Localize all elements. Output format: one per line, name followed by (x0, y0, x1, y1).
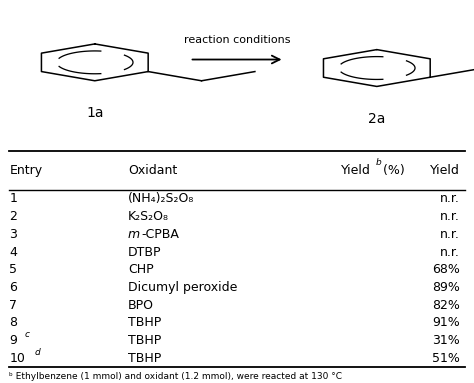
Text: 3: 3 (9, 228, 18, 241)
Text: 82%: 82% (432, 299, 460, 312)
Text: 68%: 68% (432, 263, 460, 276)
Text: Entry: Entry (9, 164, 43, 177)
Text: 1: 1 (9, 192, 18, 205)
Text: Oxidant: Oxidant (128, 164, 177, 177)
Text: BPO: BPO (128, 299, 154, 312)
Text: 6: 6 (9, 281, 18, 294)
Text: 8: 8 (9, 316, 18, 329)
Text: Yield: Yield (430, 164, 460, 177)
Text: 10: 10 (9, 352, 25, 365)
Text: reaction conditions: reaction conditions (184, 35, 290, 45)
Text: TBHP: TBHP (128, 334, 161, 347)
Text: n.r.: n.r. (440, 228, 460, 241)
Text: b: b (375, 158, 381, 167)
Text: 51%: 51% (432, 352, 460, 365)
Text: 9: 9 (9, 334, 18, 347)
Text: m: m (128, 228, 140, 241)
Text: Yield: Yield (341, 164, 371, 177)
Text: ᵇ Ethylbenzene (1 mmol) and oxidant (1.2 mmol), were reacted at 130 °C: ᵇ Ethylbenzene (1 mmol) and oxidant (1.2… (9, 372, 343, 381)
Text: 91%: 91% (432, 316, 460, 329)
Text: 2a: 2a (368, 112, 385, 126)
Text: 4: 4 (9, 246, 18, 259)
Text: 1a: 1a (86, 106, 103, 120)
Text: d: d (34, 348, 40, 357)
Text: Dicumyl peroxide: Dicumyl peroxide (128, 281, 237, 294)
Text: 89%: 89% (432, 281, 460, 294)
Text: 7: 7 (9, 299, 18, 312)
Text: 2: 2 (9, 210, 18, 223)
Text: (%): (%) (379, 164, 405, 177)
Text: CHP: CHP (128, 263, 154, 276)
Text: (NH₄)₂S₂O₈: (NH₄)₂S₂O₈ (128, 192, 194, 205)
Text: n.r.: n.r. (440, 246, 460, 259)
Text: -CPBA: -CPBA (141, 228, 179, 241)
Text: n.r.: n.r. (440, 210, 460, 223)
Text: K₂S₂O₈: K₂S₂O₈ (128, 210, 169, 223)
Text: c: c (25, 330, 30, 339)
Text: 31%: 31% (432, 334, 460, 347)
Text: DTBP: DTBP (128, 246, 162, 259)
Text: n.r.: n.r. (440, 192, 460, 205)
Text: TBHP: TBHP (128, 316, 161, 329)
Text: TBHP: TBHP (128, 352, 161, 365)
Text: 5: 5 (9, 263, 18, 276)
